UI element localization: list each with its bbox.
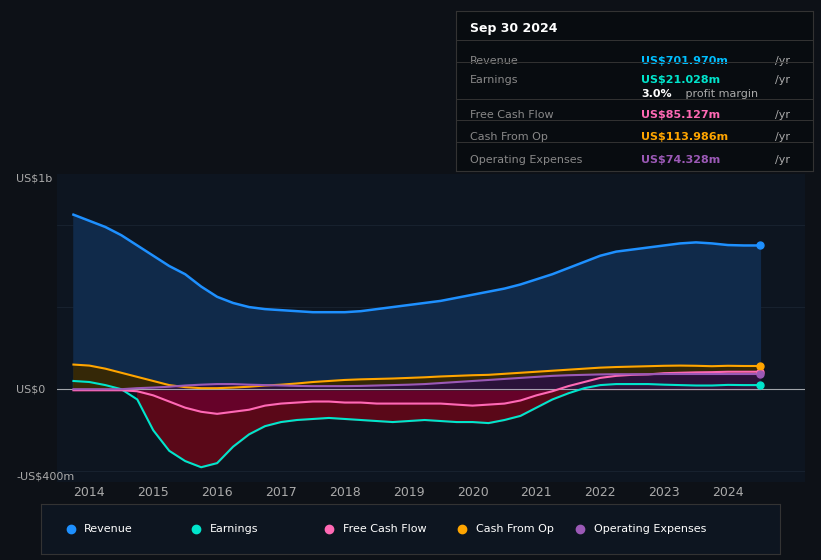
Text: US$85.127m: US$85.127m (641, 110, 721, 120)
Text: Free Cash Flow: Free Cash Flow (470, 110, 553, 120)
Text: Operating Expenses: Operating Expenses (594, 524, 706, 534)
Text: /yr: /yr (775, 110, 791, 120)
Text: Earnings: Earnings (209, 524, 258, 534)
Text: profit margin: profit margin (682, 90, 759, 100)
Text: US$0: US$0 (16, 384, 46, 394)
Text: Operating Expenses: Operating Expenses (470, 155, 582, 165)
Text: US$701.970m: US$701.970m (641, 56, 728, 66)
Text: /yr: /yr (775, 56, 791, 66)
Text: Earnings: Earnings (470, 75, 518, 85)
Text: -US$400m: -US$400m (16, 472, 75, 482)
Text: Revenue: Revenue (470, 56, 519, 66)
Text: 3.0%: 3.0% (641, 90, 672, 100)
Text: Revenue: Revenue (84, 524, 133, 534)
Text: Cash From Op: Cash From Op (475, 524, 553, 534)
Text: US$113.986m: US$113.986m (641, 133, 728, 142)
Text: /yr: /yr (775, 155, 791, 165)
Text: Sep 30 2024: Sep 30 2024 (470, 22, 557, 35)
Text: /yr: /yr (775, 133, 791, 142)
Text: US$74.328m: US$74.328m (641, 155, 721, 165)
Text: US$21.028m: US$21.028m (641, 75, 721, 85)
Text: US$1b: US$1b (16, 174, 53, 184)
Text: /yr: /yr (775, 75, 791, 85)
Text: Free Cash Flow: Free Cash Flow (342, 524, 426, 534)
Text: Cash From Op: Cash From Op (470, 133, 548, 142)
